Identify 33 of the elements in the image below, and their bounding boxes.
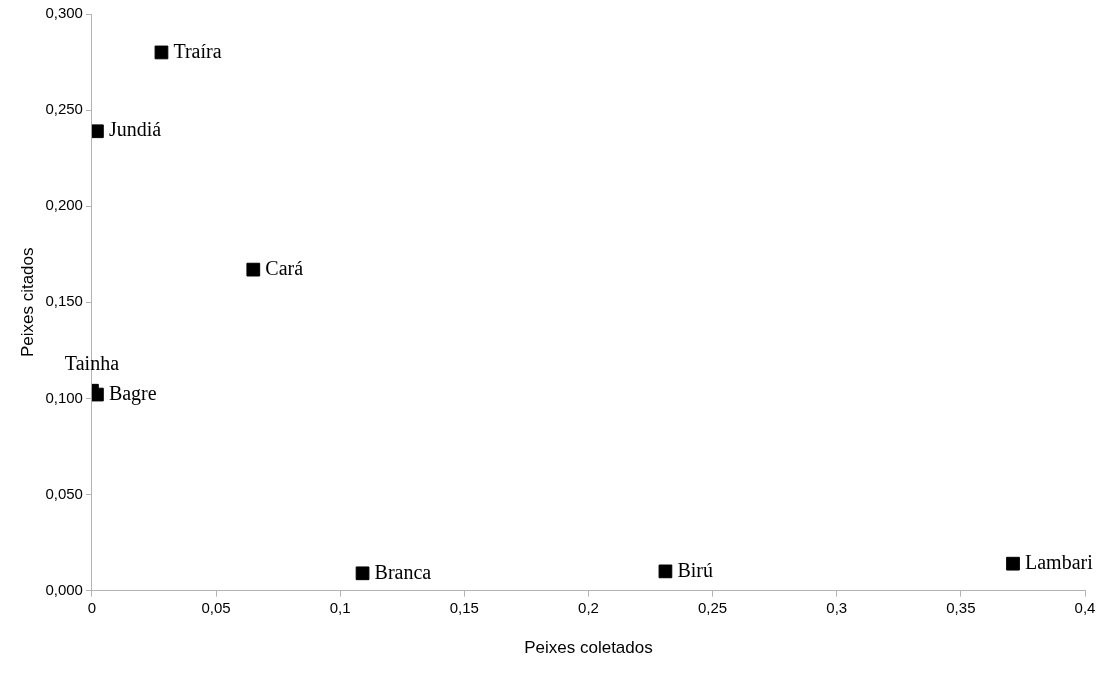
x-tick-label: 0 <box>87 598 97 616</box>
y-tick-label: 0,150 <box>45 292 83 310</box>
x-tick-label: 0,05 <box>201 598 231 616</box>
point <box>154 45 169 60</box>
point <box>1006 556 1020 571</box>
x-tick-label: 0,2 <box>578 598 599 616</box>
annotation: Jundiá <box>108 118 162 141</box>
x-tick-label: 0,35 <box>946 598 976 616</box>
x-tick-label: 0,1 <box>329 598 351 616</box>
x-tick-label: 0,25 <box>698 598 728 616</box>
y-tick-label: 0,250 <box>45 100 83 118</box>
y-tick-label: 0,050 <box>45 484 83 502</box>
point <box>91 387 104 402</box>
x-tick-label: 0,3 <box>826 598 848 616</box>
annotation: Branca <box>374 560 432 583</box>
point <box>658 564 673 579</box>
point <box>246 262 261 277</box>
x-axis-title: Peixes coletados <box>524 638 653 658</box>
y-tick-label: 0,100 <box>45 388 83 406</box>
annotation: Lambari <box>1025 550 1094 573</box>
annotation: Birú <box>677 558 713 581</box>
x-tick-label: 0,4 <box>1074 598 1096 616</box>
annotation: Traíra <box>173 39 222 62</box>
y-tick-label: 0,200 <box>45 196 83 214</box>
annotation: Cará <box>265 256 304 279</box>
point <box>91 124 104 139</box>
x-tick-label: 0,15 <box>449 598 479 616</box>
y-tick-label: 0,000 <box>45 580 83 598</box>
annotation: Bagre <box>108 381 157 405</box>
annotation: Tainha <box>64 351 120 374</box>
y-tick-label: 0,300 <box>45 4 83 22</box>
y-axis-title: Peixes citados <box>17 247 37 358</box>
point <box>355 566 370 581</box>
